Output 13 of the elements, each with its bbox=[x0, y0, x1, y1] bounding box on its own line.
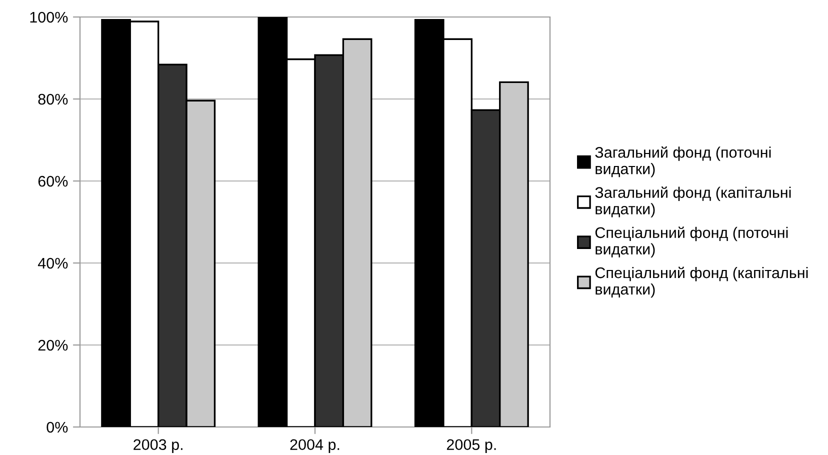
legend-label: Спеціальний фонд (капітальні видатки) bbox=[595, 266, 808, 298]
y-tick-label: 100% bbox=[30, 12, 68, 23]
x-tick-label: 2003 р. bbox=[134, 439, 182, 454]
y-tick-label: 60% bbox=[38, 176, 68, 187]
y-tick-label: 40% bbox=[38, 258, 68, 269]
x-tick-label: 2005 р. bbox=[446, 439, 496, 454]
y-tick-label: 80% bbox=[38, 94, 68, 105]
legend-label: Загальний фонд (поточні видатки) bbox=[595, 146, 771, 178]
y-tick-label: 20% bbox=[38, 340, 68, 351]
x-tick-label: 2004 р. bbox=[290, 439, 340, 454]
legend-label: Загальний фонд (капітальні видатки) bbox=[595, 186, 791, 218]
legend-label: Спеціальний фонд (поточні видатки) bbox=[595, 226, 788, 258]
y-tick-label: 0% bbox=[46, 422, 68, 433]
